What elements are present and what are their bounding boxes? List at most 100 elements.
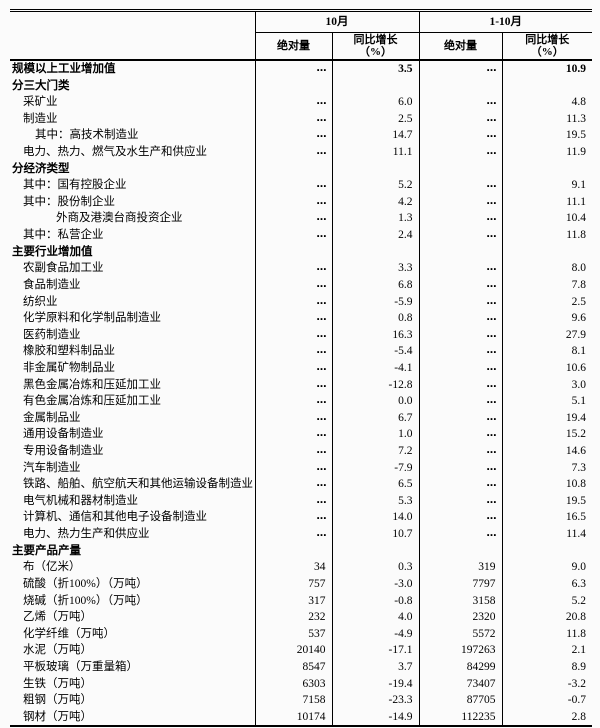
cell-value: -14.9 [331, 708, 419, 727]
cell-value: -4.1 [331, 359, 419, 377]
cell-value: 84299 [418, 658, 502, 676]
cell-value: 7797 [418, 575, 502, 593]
cell-value: 2.5 [501, 293, 592, 311]
cell-value: … [418, 509, 502, 527]
row-label: 乙烯（万吨） [23, 611, 92, 624]
cell-value: … [418, 193, 502, 211]
cell-value: … [254, 94, 332, 111]
table-row: 烧碱（折100%）（万吨） 317 -0.8 3158 5.2 [10, 592, 592, 610]
cell-value: 197263 [418, 642, 502, 659]
cell-value: … [254, 509, 332, 527]
table-row: 乙烯（万吨） 232 4.0 2320 20.8 [10, 609, 592, 626]
cell-value: … [254, 376, 332, 394]
cell-value: -3.2 [501, 675, 592, 693]
cell-value: -0.8 [331, 592, 419, 610]
cell-value: 10174 [254, 708, 332, 727]
cell-value: … [254, 210, 332, 228]
cell-value: … [418, 177, 502, 194]
header-measure-row: 绝对量 同比增长 （%） 绝对量 同比增长 （%） [10, 32, 592, 60]
table-row: 水泥（万吨） 20140 -17.1 197263 2.1 [10, 642, 592, 659]
cell-value [254, 542, 332, 560]
cell-value: -4.9 [331, 625, 419, 643]
cell-value: -19.4 [331, 675, 419, 693]
row-label: 橡胶和塑料制品业 [23, 345, 115, 358]
row-label: 烧碱（折100%）（万吨） [23, 594, 148, 607]
cell-value: 6.8 [331, 276, 419, 294]
row-label: 钢材（万吨） [23, 710, 92, 723]
cell-value: 2.5 [331, 110, 419, 128]
header-corner-cell [10, 11, 255, 61]
cell-value: 7.3 [501, 459, 592, 477]
cell-value: 8547 [254, 658, 332, 676]
cell-value: … [418, 443, 502, 460]
cell-value: 5.2 [331, 177, 419, 194]
table-row: 主要产品产量 [10, 542, 592, 560]
row-label: 其中：股份制企业 [23, 195, 115, 208]
row-label: 生铁（万吨） [23, 677, 92, 690]
row-label: 食品制造业 [23, 278, 81, 291]
cell-value: 19.5 [501, 492, 592, 510]
table-row: 生铁（万吨） 6303 -19.4 73407 -3.2 [10, 675, 592, 693]
cell-value: … [254, 459, 332, 477]
table-row: 粗钢（万吨） 7158 -23.3 87705 -0.7 [10, 692, 592, 709]
cell-value: … [254, 476, 332, 493]
cell-value: 2320 [418, 609, 502, 626]
row-label: 采矿业 [23, 96, 58, 109]
header-yoy-oct-line1: 同比增长 [353, 33, 398, 46]
cell-value [331, 160, 419, 178]
header-absolute-ytd: 绝对量 [418, 32, 502, 60]
row-label: 电力、热力生产和供应业 [23, 528, 150, 541]
cell-value: 27.9 [501, 326, 592, 344]
cell-value: 757 [254, 575, 332, 593]
cell-value: 0.8 [331, 310, 419, 327]
cell-value: 3.7 [331, 658, 419, 676]
table-row: 采矿业… 6.0… 4.8 [10, 94, 592, 111]
row-label: 其中：私营企业 [23, 229, 104, 242]
cell-value: 73407 [418, 675, 502, 693]
cell-value [501, 160, 592, 178]
table-row: 有色金属冶炼和压延加工业… 0.0… 5.1 [10, 393, 592, 410]
cell-value: … [254, 260, 332, 277]
cell-value: 6.5 [331, 476, 419, 493]
cell-value [501, 243, 592, 261]
cell-value: 11.8 [501, 227, 592, 244]
cell-value [418, 77, 502, 95]
cell-value: 6303 [254, 675, 332, 693]
row-label: 非金属矿物制品业 [23, 361, 115, 374]
cell-value: … [418, 60, 502, 78]
cell-value: … [418, 359, 502, 377]
table-row: 黑色金属冶炼和压延加工业… -12.8… 3.0 [10, 376, 592, 394]
table-row: 计算机、通信和其他电子设备制造业… 14.0… 16.5 [10, 509, 592, 527]
table-row: 医药制造业… 16.3… 27.9 [10, 326, 592, 344]
cell-value: 11.1 [501, 193, 592, 211]
cell-value: 20140 [254, 642, 332, 659]
cell-value: 3.3 [331, 260, 419, 277]
table-row: 非金属矿物制品业… -4.1… 10.6 [10, 359, 592, 377]
row-label: 主要行业增加值 [12, 245, 93, 258]
cell-value: 19.4 [501, 409, 592, 427]
table-row: 纺织业… -5.9… 2.5 [10, 293, 592, 311]
cell-value: … [418, 409, 502, 427]
cell-value: … [418, 310, 502, 327]
cell-value: 4.8 [501, 94, 592, 111]
header-absolute-oct: 绝对量 [254, 32, 332, 60]
cell-value: … [254, 409, 332, 427]
cell-value [501, 542, 592, 560]
row-label: 其中：国有控股企业 [23, 179, 127, 192]
cell-value: 232 [254, 609, 332, 626]
cell-value [501, 77, 592, 95]
industrial-output-table: 10月 1-10月 绝对量 同比增长 （%） 绝对量 同比增长 （%） 规模以上工业… [10, 9, 592, 728]
table-row: 电力、热力、燃气及水生产和供应业… 11.1… 11.9 [10, 144, 592, 161]
cell-value [418, 243, 502, 261]
cell-value: … [254, 144, 332, 161]
header-yoy-ytd-line2: （%） [530, 46, 564, 58]
header-yoy-oct-line2: （%） [359, 46, 392, 58]
cell-value: -5.4 [331, 343, 419, 360]
cell-value: 4.0 [331, 609, 419, 626]
row-label: 化学原料和化学制品制造业 [23, 312, 161, 325]
table-row: 铁路、船舶、航空航天和其他运输设备制造业… 6.5… 10.8 [10, 476, 592, 493]
table-header: 10月 1-10月 绝对量 同比增长 （%） 绝对量 同比增长 （%） [10, 10, 592, 61]
row-label: 外商及港澳台商投资企业 [56, 212, 183, 225]
cell-value: 5.3 [331, 492, 419, 510]
table-row: 其中：高技术制造业… 14.7… 19.5 [10, 127, 592, 145]
